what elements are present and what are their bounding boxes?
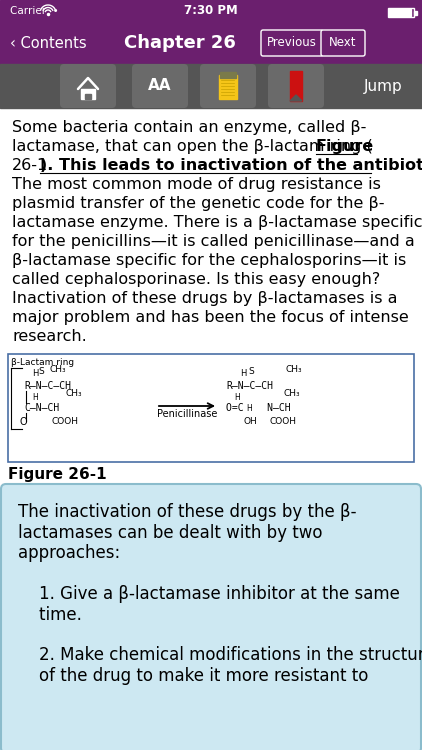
Text: Figure 26-1: Figure 26-1	[8, 467, 107, 482]
Text: COOH: COOH	[52, 417, 79, 426]
Bar	[8, 354, 414, 462]
Text: Chapter 26: Chapter 26	[124, 34, 236, 52]
Text: Next: Next	[329, 37, 357, 50]
Text: O=C    N—CH: O=C N—CH	[226, 403, 291, 413]
Text: Some bacteria contain an enzyme, called β-: Some bacteria contain an enzyme, called …	[12, 120, 366, 135]
Text: plasmid transfer of the genetic code for the β-: plasmid transfer of the genetic code for…	[12, 196, 384, 211]
Bar	[0, 0, 422, 22]
Text: CH₃: CH₃	[66, 389, 83, 398]
Text: C—N—CH: C—N—CH	[24, 403, 59, 413]
Text: time.: time.	[18, 605, 82, 623]
Text: lactamase enzyme. There is a β-lactamase specific: lactamase enzyme. There is a β-lactamase…	[12, 215, 422, 230]
Polygon shape	[290, 95, 302, 101]
Text: Previous: Previous	[267, 37, 317, 50]
Text: lactamases can be dealt with by two: lactamases can be dealt with by two	[18, 524, 322, 542]
Text: 1. Give a β-lactamase inhibitor at the same: 1. Give a β-lactamase inhibitor at the s…	[18, 585, 400, 603]
Text: O: O	[19, 417, 27, 427]
Text: COOH: COOH	[270, 417, 297, 426]
FancyBboxPatch shape	[1, 484, 421, 750]
Text: Figure: Figure	[316, 139, 374, 154]
Text: Carrier  •: Carrier •	[10, 6, 59, 16]
Text: H: H	[234, 393, 240, 402]
Bar	[414, 10, 417, 14]
Text: R—N—C—CH: R—N—C—CH	[226, 381, 273, 391]
Text: Inactivation of these drugs by β-lactamases is a: Inactivation of these drugs by β-lactama…	[12, 291, 398, 306]
Bar	[85, 94, 91, 99]
Bar	[0, 64, 422, 108]
Text: CH₃: CH₃	[286, 365, 303, 374]
Bar	[220, 72, 236, 78]
Text: R—N—C—CH: R—N—C—CH	[24, 381, 71, 391]
FancyBboxPatch shape	[132, 64, 188, 108]
FancyBboxPatch shape	[261, 30, 323, 56]
Text: major problem and has been the focus of intense: major problem and has been the focus of …	[12, 310, 409, 325]
Text: H: H	[240, 369, 246, 378]
Text: β-Lactam ring: β-Lactam ring	[11, 358, 74, 367]
Text: of the drug to make it more resistant to: of the drug to make it more resistant to	[18, 667, 368, 685]
Bar	[389, 9, 411, 16]
Text: AA: AA	[148, 79, 172, 94]
Text: H: H	[32, 369, 38, 378]
Text: 26-1: 26-1	[12, 158, 48, 173]
Bar	[0, 22, 422, 64]
Text: β-lactamase specific for the cephalosporins—it is: β-lactamase specific for the cephalospor…	[12, 253, 406, 268]
Text: The most common mode of drug resistance is: The most common mode of drug resistance …	[12, 177, 381, 192]
Text: Jump: Jump	[364, 79, 402, 94]
Text: CH₃: CH₃	[50, 365, 67, 374]
Bar	[388, 8, 414, 17]
Text: called cephalosporinase. Is this easy enough?: called cephalosporinase. Is this easy en…	[12, 272, 380, 287]
Text: H: H	[32, 393, 38, 402]
Text: CH₃: CH₃	[284, 389, 300, 398]
Text: OH: OH	[244, 417, 258, 426]
Text: 7:30 PM: 7:30 PM	[184, 4, 238, 17]
Text: S: S	[38, 367, 44, 376]
Text: for the penicillins—it is called penicillinase—and a: for the penicillins—it is called penicil…	[12, 234, 415, 249]
Bar	[219, 75, 237, 99]
Text: lactamase, that can open the β-lactam ring (: lactamase, that can open the β-lactam ri…	[12, 139, 373, 154]
FancyBboxPatch shape	[200, 64, 256, 108]
FancyBboxPatch shape	[60, 64, 116, 108]
Text: ). This leads to inactivation of the antibiotic.: ). This leads to inactivation of the ant…	[40, 158, 422, 173]
Bar	[0, 108, 422, 750]
Text: ‹ Contents: ‹ Contents	[10, 35, 87, 50]
FancyBboxPatch shape	[321, 30, 365, 56]
Text: S: S	[248, 367, 254, 376]
Bar	[81, 89, 95, 99]
Text: Penicillinase: Penicillinase	[157, 409, 217, 419]
FancyBboxPatch shape	[268, 64, 324, 108]
Text: 2. Make chemical modifications in the structure: 2. Make chemical modifications in the st…	[18, 646, 422, 664]
Text: The inactivation of these drugs by the β-: The inactivation of these drugs by the β…	[18, 503, 357, 521]
Text: H: H	[246, 404, 252, 413]
Bar	[290, 71, 302, 101]
Text: research.: research.	[12, 329, 87, 344]
Text: approaches:: approaches:	[18, 544, 120, 562]
